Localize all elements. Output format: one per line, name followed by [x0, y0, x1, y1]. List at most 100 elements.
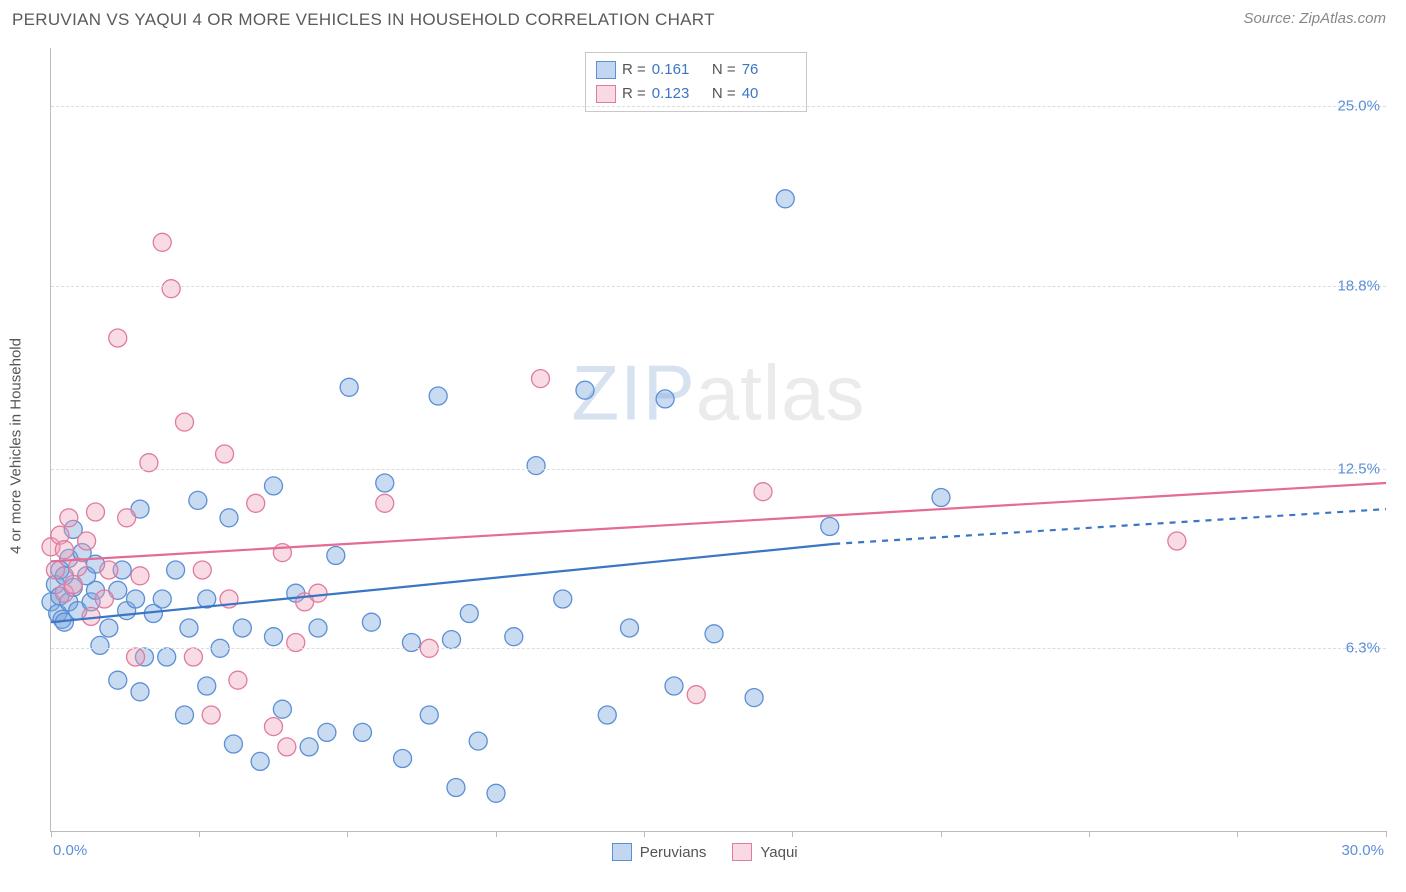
scatter-point — [265, 477, 283, 495]
scatter-point — [318, 723, 336, 741]
gridline — [51, 106, 1386, 107]
scatter-point — [469, 732, 487, 750]
x-tick — [1089, 831, 1090, 837]
legend-swatch — [596, 85, 616, 103]
scatter-point — [665, 677, 683, 695]
scatter-point — [78, 532, 96, 550]
x-tick — [51, 831, 52, 837]
scatter-point — [127, 648, 145, 666]
scatter-point — [180, 619, 198, 637]
scatter-point — [265, 718, 283, 736]
scatter-point — [87, 503, 105, 521]
stats-n-value: 76 — [742, 58, 792, 82]
scatter-point — [656, 390, 674, 408]
scatter-point — [278, 738, 296, 756]
scatter-point — [220, 509, 238, 527]
series-legend: Peruvians Yaqui — [612, 843, 798, 861]
x-axis-min-label: 0.0% — [53, 842, 87, 859]
scatter-point — [554, 590, 572, 608]
chart-svg — [51, 48, 1386, 831]
scatter-point — [131, 683, 149, 701]
scatter-point — [46, 561, 64, 579]
scatter-point — [1168, 532, 1186, 550]
scatter-point — [705, 625, 723, 643]
stats-r-value: 0.161 — [652, 58, 702, 82]
scatter-point — [229, 671, 247, 689]
x-axis-max-label: 30.0% — [1341, 842, 1384, 859]
scatter-point — [487, 784, 505, 802]
legend-swatch — [732, 843, 752, 861]
scatter-point — [309, 584, 327, 602]
scatter-point — [598, 706, 616, 724]
stats-r-label: R = — [622, 82, 646, 106]
scatter-point — [162, 280, 180, 298]
series-legend-item: Yaqui — [732, 843, 797, 861]
scatter-point — [505, 628, 523, 646]
scatter-point — [420, 706, 438, 724]
scatter-point — [100, 619, 118, 637]
scatter-point — [745, 689, 763, 707]
scatter-point — [251, 752, 269, 770]
x-tick — [1386, 831, 1387, 837]
scatter-point — [55, 541, 73, 559]
scatter-point — [932, 489, 950, 507]
scatter-point — [109, 671, 127, 689]
scatter-point — [184, 648, 202, 666]
scatter-point — [527, 457, 545, 475]
stats-r-label: R = — [622, 58, 646, 82]
scatter-point — [60, 509, 78, 527]
series-legend-label: Peruvians — [640, 844, 707, 861]
scatter-point — [64, 576, 82, 594]
scatter-point — [443, 631, 461, 649]
scatter-point — [460, 605, 478, 623]
scatter-point — [429, 387, 447, 405]
scatter-point — [340, 378, 358, 396]
scatter-point — [167, 561, 185, 579]
scatter-point — [91, 636, 109, 654]
scatter-point — [247, 494, 265, 512]
scatter-point — [273, 700, 291, 718]
x-tick — [496, 831, 497, 837]
scatter-point — [821, 518, 839, 536]
stats-legend-row: R =0.161 N =76 — [596, 58, 792, 82]
scatter-point — [82, 607, 100, 625]
scatter-point — [153, 590, 171, 608]
scatter-point — [216, 445, 234, 463]
scatter-point — [153, 233, 171, 251]
source-attribution: Source: ZipAtlas.com — [1243, 10, 1386, 27]
stats-n-value: 40 — [742, 82, 792, 106]
scatter-point — [754, 483, 772, 501]
legend-swatch — [612, 843, 632, 861]
trend-line-dashed — [834, 509, 1386, 544]
scatter-point — [109, 329, 127, 347]
scatter-point — [118, 509, 136, 527]
x-tick — [941, 831, 942, 837]
scatter-point — [95, 590, 113, 608]
scatter-point — [376, 494, 394, 512]
gridline — [51, 648, 1386, 649]
scatter-point — [309, 619, 327, 637]
scatter-point — [621, 619, 639, 637]
y-tick-label: 18.8% — [1337, 277, 1380, 294]
series-legend-item: Peruvians — [612, 843, 707, 861]
scatter-point — [189, 491, 207, 509]
x-tick — [347, 831, 348, 837]
stats-n-label: N = — [708, 82, 736, 106]
header-bar: PERUVIAN VS YAQUI 4 OR MORE VEHICLES IN … — [0, 0, 1406, 34]
scatter-point — [193, 561, 211, 579]
y-tick-label: 6.3% — [1346, 640, 1380, 657]
legend-swatch — [596, 61, 616, 79]
scatter-point — [687, 686, 705, 704]
scatter-point — [100, 561, 118, 579]
y-tick-label: 25.0% — [1337, 98, 1380, 115]
scatter-point — [376, 474, 394, 492]
scatter-point — [176, 706, 194, 724]
stats-n-label: N = — [708, 58, 736, 82]
stats-legend: R =0.161 N =76R =0.123 N =40 — [585, 52, 807, 112]
scatter-point — [776, 190, 794, 208]
scatter-point — [265, 628, 283, 646]
stats-legend-row: R =0.123 N =40 — [596, 82, 792, 106]
trend-line — [51, 544, 834, 622]
x-tick — [792, 831, 793, 837]
scatter-point — [300, 738, 318, 756]
